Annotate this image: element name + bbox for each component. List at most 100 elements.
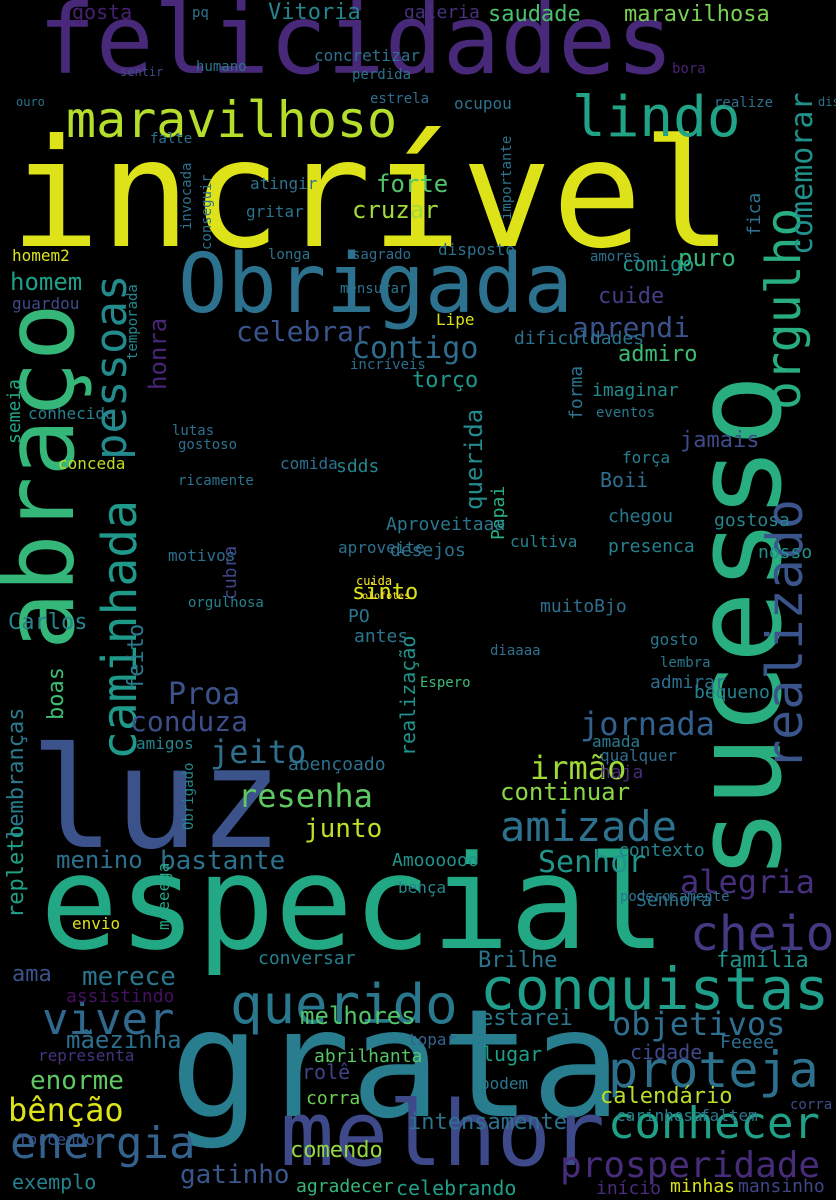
word-lindo: lindo xyxy=(572,85,741,150)
word-semeia: conceda xyxy=(58,454,126,473)
word-faltem: faltem xyxy=(700,1106,758,1125)
word-energia: energia xyxy=(10,1118,196,1169)
word-motivos: aproveite xyxy=(338,538,425,557)
word-imenso: Senhora xyxy=(636,890,712,911)
word-lutas: gostoso xyxy=(178,437,238,453)
word-obrigada: Obrigada xyxy=(178,237,573,332)
word-falte: realize xyxy=(714,95,774,111)
word-gatinho: gatinho xyxy=(180,1160,290,1190)
word-fica: perdida xyxy=(352,67,412,83)
word-amigos: amigos xyxy=(136,734,194,753)
word-bastante: bastante xyxy=(160,846,286,876)
word-conceda: orgulhosa xyxy=(188,595,264,611)
word-podem: podem xyxy=(480,1074,529,1093)
word-permitir: Amoooooo xyxy=(392,850,479,871)
word-cubra: comida xyxy=(280,454,338,473)
word-conseguir: invocada xyxy=(179,162,195,230)
word-inicio: início xyxy=(596,1178,662,1199)
word-conquistas: conquistas xyxy=(480,955,830,1023)
word-puro: puro xyxy=(678,244,736,272)
word-estarei: enorme xyxy=(30,1066,124,1096)
word-lugar: lugar xyxy=(482,1042,543,1066)
word-longa: mensurar xyxy=(340,281,408,297)
word-realizado: realizado xyxy=(756,499,814,770)
word-orgulhosa: motivos xyxy=(168,546,236,565)
word-ocupou: importante xyxy=(499,135,515,220)
word-intensamente: intensamente xyxy=(408,1110,567,1135)
word-gosta: gosta xyxy=(72,0,133,24)
word-importante: conseguir xyxy=(199,174,215,250)
word-repleto: repleto xyxy=(4,825,29,918)
word-vitoria: Vitoria xyxy=(268,0,361,25)
word-invocada: gritar xyxy=(246,202,304,221)
word-brilhe: Brilhe xyxy=(478,948,558,973)
word-distancia: bora xyxy=(672,61,706,77)
word-bencao: bênção xyxy=(8,1091,124,1129)
word-conhecido: semeia xyxy=(4,378,25,444)
word-haja: abençoado xyxy=(288,754,386,775)
word-dificuldades: incríveis xyxy=(350,357,426,373)
word-pq: humano xyxy=(196,59,247,75)
word-cuida: sinto xyxy=(352,580,419,605)
word-menino: menino xyxy=(56,846,143,874)
word-enorme: mãezinha xyxy=(66,1026,182,1054)
word-disposto: sagrado xyxy=(352,247,412,263)
word-calendario: calendário xyxy=(600,1084,733,1109)
word-conversar: conversar xyxy=(258,948,356,969)
word-interceda: amada xyxy=(592,732,641,751)
word-senhor: Senhor xyxy=(538,845,647,880)
word-continuar: continuar xyxy=(500,778,631,806)
word-imaginar: jamais xyxy=(680,428,760,453)
word-contigo: contigo xyxy=(352,331,479,366)
word-assistindo: representa xyxy=(38,1046,135,1065)
word-amizade: amizade xyxy=(500,802,678,851)
word-realize: fica xyxy=(744,192,765,236)
word-estrela: ocupou xyxy=(454,94,512,113)
word-gostosa: muitoBjo xyxy=(540,596,627,617)
word-querido: querido xyxy=(230,973,458,1036)
word-melhor: melhor xyxy=(280,1082,606,1187)
word-forte: forte xyxy=(376,170,449,198)
word-lipe: dificuldades xyxy=(514,328,645,349)
word-luz: luz xyxy=(30,718,283,881)
word-forca: Boii xyxy=(600,468,649,492)
word-familia: família xyxy=(716,948,809,973)
word-conduza: conduza xyxy=(130,705,249,738)
word-comemorar: comemorar xyxy=(785,92,820,255)
word-felicidades: felicidades xyxy=(38,0,674,96)
word-honra: honra xyxy=(144,317,172,390)
word-feito: lutas xyxy=(172,423,215,439)
word-presenca: gostosa xyxy=(714,510,790,531)
word-role: corra xyxy=(306,1088,361,1109)
word-papai: cultiva xyxy=(510,532,578,551)
word-desejos: Aproveitaaa xyxy=(386,514,506,535)
word-nosso: chegou xyxy=(608,506,674,527)
word-torco: torço xyxy=(412,368,479,393)
word-cheio: cheio xyxy=(690,906,835,962)
word-espero: realização xyxy=(396,635,420,756)
word-homem: homem xyxy=(10,268,83,296)
word-forma: eventos xyxy=(596,405,656,421)
word-gostoso: ricamente xyxy=(178,473,254,489)
word-cuide: cuide xyxy=(598,284,665,309)
word-escolhido: contexto xyxy=(618,840,705,861)
word-exemplo: exemplo xyxy=(12,1170,97,1194)
word-maezinha: assistindo xyxy=(66,986,175,1007)
word-guardou: homem2 xyxy=(12,246,70,265)
word-cultiva: forma xyxy=(566,365,587,420)
word-eventos: imaginar xyxy=(592,380,679,401)
word-topar: topar xyxy=(408,1030,457,1049)
word-ouro: falte xyxy=(150,131,193,147)
word-amores: disposto xyxy=(438,240,516,259)
word-historia: melhores xyxy=(300,1002,416,1030)
word-sagrado: longa xyxy=(268,247,311,263)
word-boii: nosso xyxy=(758,542,813,563)
word-maravilhosa: maravilhosa xyxy=(624,2,770,27)
word-muitobjo: olofotes xyxy=(362,591,411,602)
word-cruzar: cruzar xyxy=(352,196,439,224)
word-bora: pq xyxy=(192,5,209,21)
word-minhas: minhas xyxy=(670,1176,736,1197)
word-incrivel: incrível xyxy=(10,108,733,282)
word-alegria: alegria xyxy=(680,863,815,901)
word-sdds: desejos xyxy=(390,540,466,561)
